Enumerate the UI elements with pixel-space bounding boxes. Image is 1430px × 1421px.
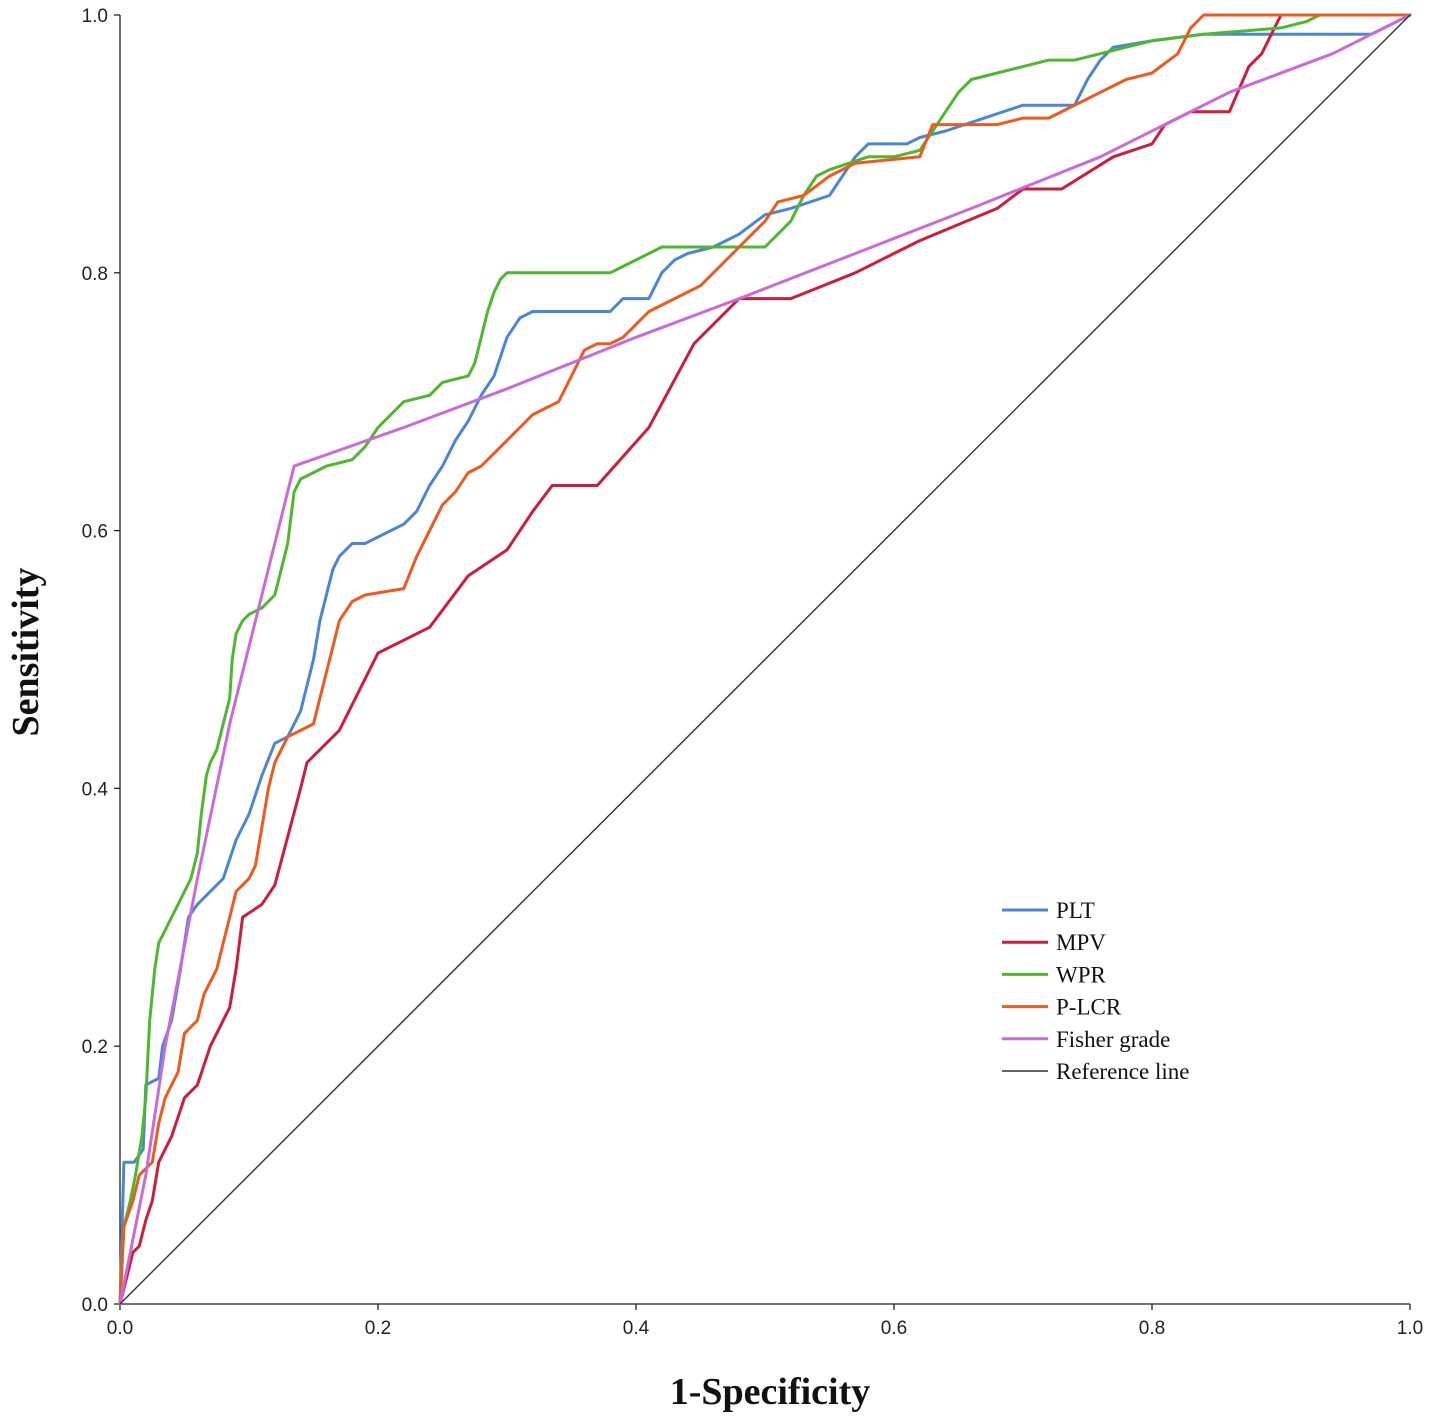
series-layer xyxy=(118,13,1412,1306)
series-line-plt xyxy=(118,13,1412,1306)
legend-label-reference-line: Reference line xyxy=(1056,1059,1189,1084)
x-axis-title: 1-Specificity xyxy=(670,1371,871,1413)
legend: PLT MPV WPR P-LCR Fisher grade Reference line xyxy=(1002,898,1189,1084)
series-line-reference-line xyxy=(119,14,1411,1305)
legend-label-fisher-grade: Fisher grade xyxy=(1056,1027,1170,1052)
y-axis-title: Sensitivity xyxy=(5,568,47,737)
legend-label-mpv: MPV xyxy=(1056,930,1106,955)
legend-label-plt: PLT xyxy=(1056,898,1095,923)
x-tick-label: 0.6 xyxy=(881,1318,907,1339)
y-tick-label: 0.8 xyxy=(82,264,108,285)
x-tick-label: 0.4 xyxy=(623,1318,650,1339)
x-tick-label: 1.0 xyxy=(1397,1318,1423,1339)
series-line-mpv xyxy=(118,13,1412,1306)
axes: 0.0 0.2 0.4 0.6 0.8 1.0 0.0 0.2 0.4 0.6 0.8 1.0 xyxy=(82,6,1424,1339)
x-tick-label: 0.2 xyxy=(365,1318,391,1339)
y-tick-label: 0.6 xyxy=(82,522,108,543)
y-tick-label: 1.0 xyxy=(82,6,108,27)
y-tick-label: 0.4 xyxy=(82,779,109,800)
legend-label-wpr: WPR xyxy=(1056,962,1107,987)
y-tick-label: 0.0 xyxy=(82,1295,108,1316)
series-line-fisher-grade xyxy=(118,13,1412,1306)
x-tick-label: 0.0 xyxy=(107,1318,133,1339)
legend-label-p-lcr: P-LCR xyxy=(1056,995,1122,1020)
series-line-p-lcr xyxy=(118,13,1412,1306)
series-line-wpr xyxy=(118,13,1412,1306)
y-tick-label: 0.2 xyxy=(82,1037,108,1058)
x-tick-label: 0.8 xyxy=(1139,1318,1165,1339)
